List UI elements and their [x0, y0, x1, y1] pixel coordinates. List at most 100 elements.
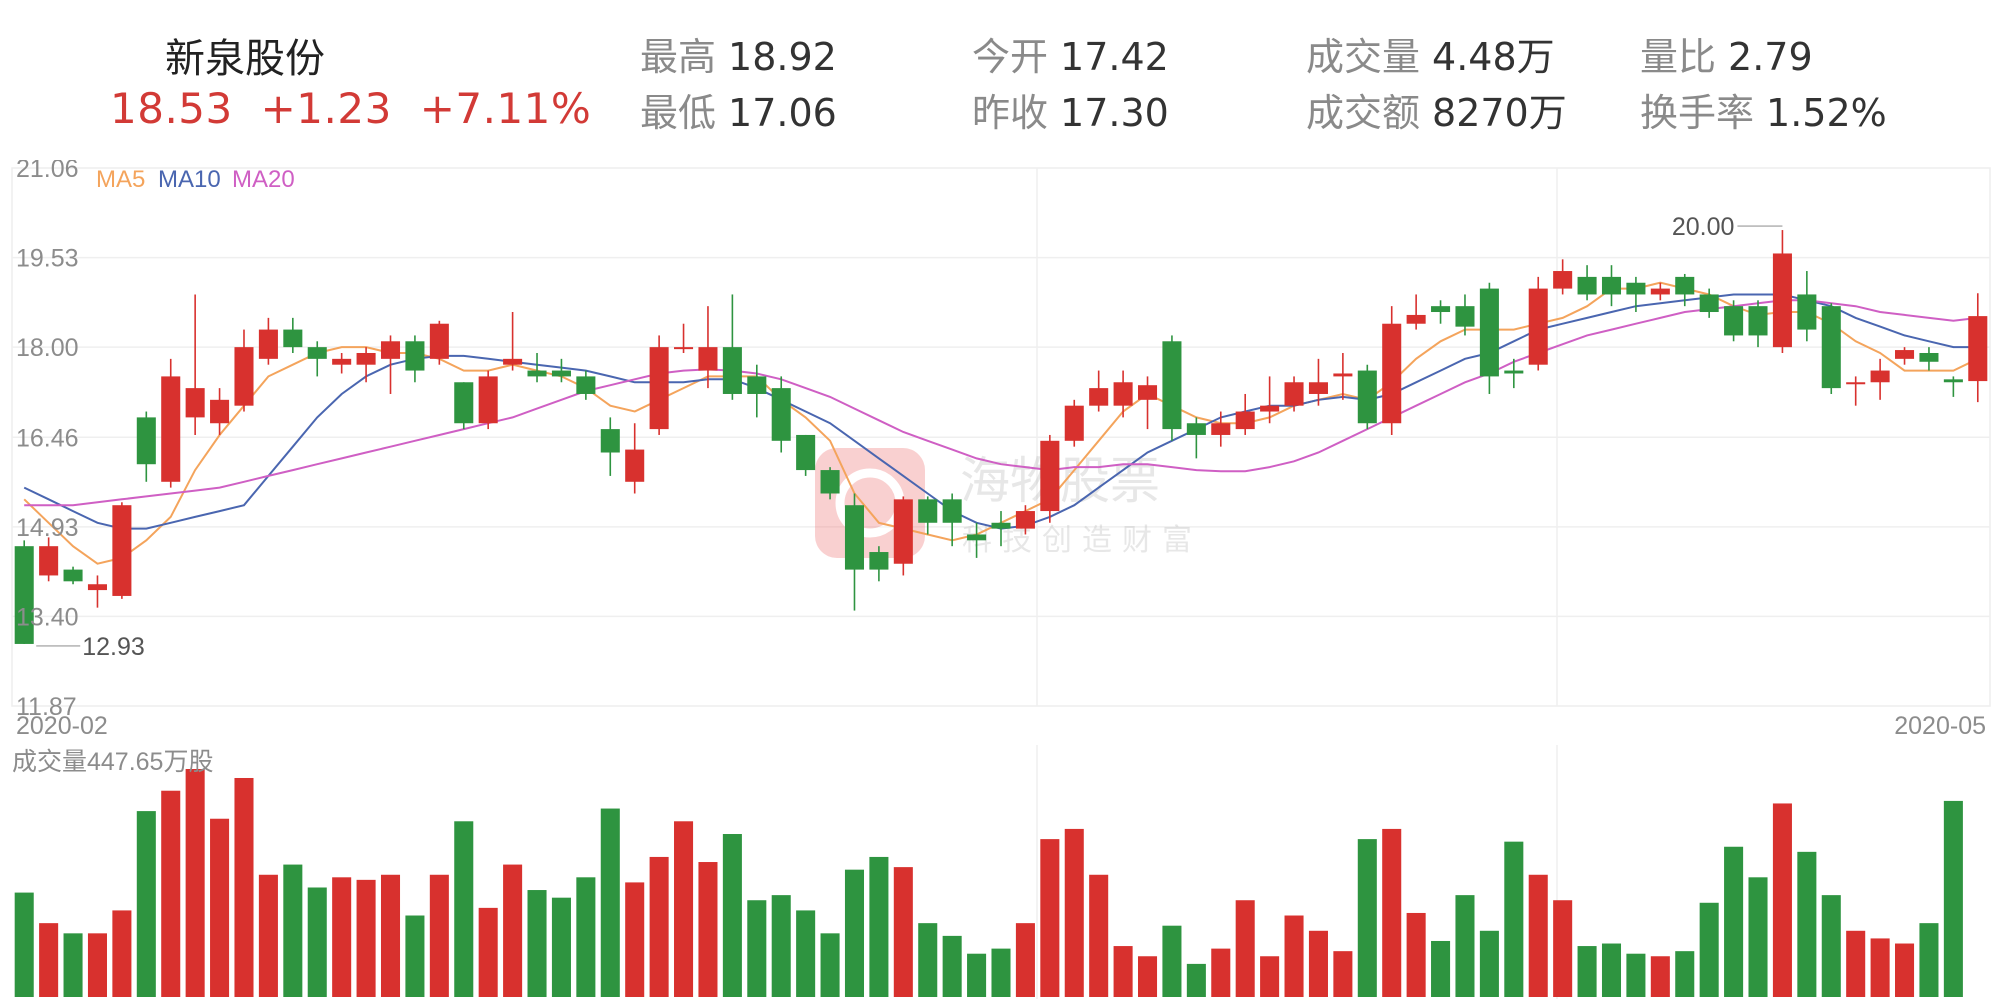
candle-body — [503, 358, 523, 365]
volume-bar — [112, 910, 132, 997]
volume-bar — [991, 948, 1011, 997]
stat-prev-close-label: 昨收 — [972, 91, 1049, 135]
volume-bar — [942, 935, 962, 997]
volume-bar — [429, 874, 449, 997]
annotations: 20.00 12.93 — [36, 213, 1783, 661]
candle-body — [893, 499, 913, 564]
stat-turnover-label: 成交额 — [1306, 91, 1421, 135]
candle-body — [1650, 288, 1670, 295]
candle-body — [1357, 370, 1377, 424]
stat-volume: 成交量 4.48万 — [1306, 26, 1555, 81]
candle-body — [1772, 253, 1792, 348]
volume-bar — [1528, 874, 1548, 997]
candle-body — [234, 347, 254, 406]
candle-body — [1748, 306, 1768, 336]
candle-body — [112, 505, 132, 596]
stat-turnover: 成交额 8270万 — [1306, 82, 1567, 137]
price-line: 18.53 +1.23 +7.11% — [110, 84, 605, 133]
candle-body — [1601, 276, 1622, 295]
candle-body — [258, 329, 278, 359]
axis-labels: 21.0619.5318.0016.4614.9313.4011.872020-… — [12, 160, 1986, 776]
stat-open: 今开 17.42 — [972, 26, 1169, 81]
kline-chart[interactable]: 海物股票 科技创造财富 21.0619.5318.0016.4614.9313.… — [0, 160, 2001, 999]
candle-body — [405, 341, 425, 371]
volume-bar — [1308, 930, 1328, 997]
price-change: +1.23 — [260, 84, 392, 133]
y-tick-label: 13.40 — [16, 603, 79, 631]
candle-body — [1479, 288, 1499, 377]
stat-high-label: 最高 — [640, 35, 717, 79]
candle-body — [1724, 306, 1744, 336]
volume-bar — [283, 864, 303, 997]
stat-low-value: 17.06 — [728, 91, 837, 135]
candle-body — [1870, 370, 1890, 383]
volume-bar — [1260, 956, 1280, 997]
candle-body — [380, 341, 401, 359]
candle-body — [1455, 306, 1475, 327]
candle-body — [844, 505, 865, 570]
stat-volume-value: 4.48万 — [1432, 35, 1555, 79]
volume-bar — [1186, 963, 1206, 997]
volume-bar — [1382, 828, 1402, 997]
volume-bar — [1479, 930, 1499, 997]
stat-volume-label: 成交量 — [1306, 35, 1421, 79]
ma20-line — [24, 299, 1978, 507]
candle-body — [722, 347, 742, 394]
candle-body — [1895, 350, 1915, 359]
volume-bar — [1943, 800, 1963, 997]
candle-body — [1626, 282, 1646, 295]
stat-open-value: 17.42 — [1060, 35, 1169, 79]
volume-bar — [1772, 803, 1792, 997]
y-tick-label: 18.00 — [16, 334, 79, 362]
volume-bar — [771, 895, 791, 997]
volume-bar — [967, 953, 987, 997]
volume-bar — [1821, 895, 1841, 997]
candle-body — [1821, 306, 1841, 389]
candle-body — [1308, 382, 1328, 394]
volume-bar — [820, 933, 840, 997]
candle-body — [1235, 411, 1255, 430]
volume-title: 成交量447.65万股 — [12, 748, 213, 776]
volume-bar — [1553, 900, 1573, 997]
candle-body — [1504, 370, 1524, 374]
volume-bar — [1797, 851, 1817, 997]
candle-body — [1040, 440, 1060, 512]
volume-bar — [1211, 948, 1231, 997]
legend-ma5: MA5 — [96, 166, 145, 193]
stat-volume-ratio-label: 量比 — [1640, 35, 1717, 79]
volume-bar — [14, 892, 34, 997]
candle-body — [1064, 405, 1084, 441]
candle-body — [1431, 306, 1451, 313]
volume-bar — [796, 910, 816, 997]
volume-bar — [1406, 912, 1426, 997]
volume-bar — [307, 887, 327, 997]
volume-bar — [1699, 902, 1719, 997]
candle-body — [1113, 382, 1133, 406]
volume-bar — [1577, 946, 1597, 997]
volume-bar — [1015, 923, 1035, 997]
volume-bar — [1504, 841, 1524, 997]
volume-bar — [649, 856, 669, 997]
candle-body — [600, 429, 620, 453]
candle-body — [307, 347, 327, 359]
candle-body — [551, 370, 571, 377]
volume-bar — [503, 864, 523, 997]
candle-body — [1846, 382, 1866, 385]
candle-body — [283, 329, 303, 348]
candle-body — [1553, 271, 1573, 289]
candle-body — [1015, 511, 1035, 529]
volume-bar — [210, 818, 230, 997]
volume-bar — [185, 769, 205, 997]
candle-body — [161, 376, 181, 482]
volume-bar — [893, 867, 913, 997]
candle-body — [796, 434, 816, 471]
candle-body — [429, 323, 449, 359]
volume-bar — [1089, 874, 1109, 997]
stat-turnover-value: 8270万 — [1432, 91, 1567, 135]
volume-bar — [356, 879, 376, 997]
volume-bar — [527, 890, 547, 997]
candle-body — [185, 388, 205, 418]
volume-bar — [1650, 956, 1670, 997]
volume-bar — [1284, 915, 1304, 997]
volume-bar — [1431, 940, 1451, 997]
